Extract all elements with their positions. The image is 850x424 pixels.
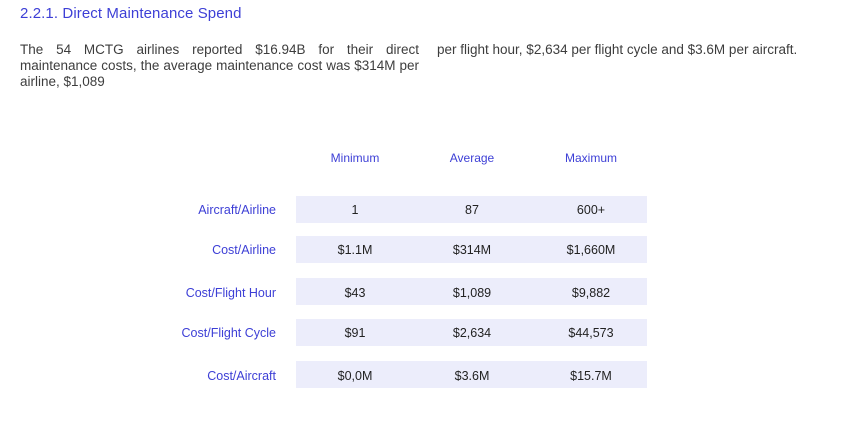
table-cell: $9,882	[571, 286, 611, 300]
row-label: Cost/Airline	[212, 243, 276, 257]
table-cell: 87	[465, 203, 479, 217]
table-cell: $2,634	[452, 326, 492, 340]
table-cell: $0,0M	[337, 369, 373, 383]
table-cell: $314M	[452, 243, 492, 257]
row-background	[296, 361, 647, 388]
table-cell: $44,573	[568, 326, 614, 340]
row-label: Cost/Flight Cycle	[181, 326, 276, 340]
row-label: Cost/Flight Hour	[185, 286, 276, 300]
table-cell: $91	[344, 326, 366, 340]
table-cell: $1.1M	[337, 243, 373, 257]
row-label: Aircraft/Airline	[198, 203, 276, 217]
table-cell: 1	[351, 203, 359, 217]
column-header-minimum: Minimum	[330, 151, 380, 165]
table-cell: $15.7M	[570, 369, 612, 383]
column-header-maximum: Maximum	[564, 151, 617, 165]
table-cell: $3.6M	[454, 369, 490, 383]
row-background	[296, 278, 647, 305]
table-cell: 600+	[576, 203, 606, 217]
section-heading: 2.2.1. Direct Maintenance Spend	[20, 5, 242, 22]
column-header-average: Average	[449, 151, 495, 165]
row-background	[296, 236, 647, 263]
table-cell: $1,660M	[566, 243, 616, 257]
table-cell: $1,089	[452, 286, 492, 300]
row-label: Cost/Aircraft	[207, 369, 276, 383]
row-background	[296, 319, 647, 346]
row-background	[296, 196, 647, 223]
table-cell: $43	[344, 286, 366, 300]
paragraph-right: per flight hour, $2,634 per flight cycle…	[437, 42, 798, 57]
paragraph-left: The 54 MCTG airlines reported $16.94B fo…	[20, 42, 419, 89]
